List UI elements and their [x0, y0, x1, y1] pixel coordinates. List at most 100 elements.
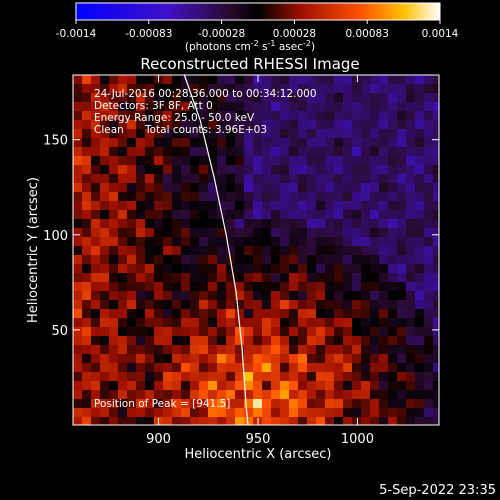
heatmap-cell	[208, 84, 218, 94]
heatmap-cell	[370, 156, 380, 166]
heatmap-cell	[109, 156, 119, 166]
heatmap-cell	[244, 264, 254, 274]
heatmap-cell	[325, 102, 335, 112]
heatmap-cell	[397, 93, 407, 103]
heatmap-cell	[289, 327, 299, 337]
heatmap-cell	[100, 192, 110, 202]
heatmap-cell	[118, 408, 128, 418]
heatmap-cell	[172, 165, 182, 175]
heatmap-cell	[271, 309, 281, 319]
heatmap-cell	[406, 399, 416, 409]
heatmap-cell	[352, 408, 362, 418]
heatmap-cell	[244, 300, 254, 310]
y-tick-label: 150	[43, 134, 68, 149]
heatmap-cell	[127, 201, 137, 211]
heatmap-cell	[154, 255, 164, 265]
heatmap-cell	[271, 255, 281, 265]
heatmap-cell	[181, 156, 191, 166]
heatmap-cell	[325, 219, 335, 229]
heatmap-cell	[235, 174, 245, 184]
heatmap-cell	[271, 183, 281, 193]
heatmap-cell	[100, 93, 110, 103]
heatmap-cell	[406, 156, 416, 166]
heatmap-cell	[262, 165, 272, 175]
heatmap-cell	[379, 354, 389, 364]
heatmap-cell	[82, 408, 92, 418]
heatmap-cell	[253, 183, 263, 193]
heatmap-cell	[433, 300, 439, 310]
heatmap-cell	[352, 246, 362, 256]
heatmap-cell	[235, 390, 245, 400]
heatmap-cell	[136, 372, 146, 382]
heatmap-cell	[100, 318, 110, 328]
heatmap-cell	[388, 174, 398, 184]
heatmap-cell	[388, 372, 398, 382]
heatmap-cell	[154, 138, 164, 148]
heatmap-cell	[208, 183, 218, 193]
heatmap-cell	[370, 201, 380, 211]
heatmap-cell	[235, 399, 245, 409]
heatmap-cell	[208, 219, 218, 229]
heatmap-cell	[289, 363, 299, 373]
heatmap-cell	[136, 102, 146, 112]
heatmap-cell	[208, 273, 218, 283]
heatmap-cell	[289, 165, 299, 175]
heatmap-cell	[181, 192, 191, 202]
heatmap-cell	[388, 192, 398, 202]
heatmap-cell	[136, 354, 146, 364]
heatmap-cell	[91, 183, 101, 193]
heatmap-cell	[325, 156, 335, 166]
heatmap-cell	[100, 183, 110, 193]
heatmap-cell	[424, 192, 434, 202]
heatmap-cell	[109, 264, 119, 274]
heatmap-cell	[154, 84, 164, 94]
heatmap-cell	[271, 291, 281, 301]
heatmap-cell	[361, 282, 371, 292]
heatmap-cell	[307, 201, 317, 211]
heatmap-cell	[154, 363, 164, 373]
heatmap-cell	[226, 102, 236, 112]
heatmap-cell	[163, 417, 173, 425]
plot-frame	[72, 74, 440, 426]
heatmap-cell	[235, 345, 245, 355]
heatmap-cell	[154, 228, 164, 238]
heatmap-cell	[325, 309, 335, 319]
heatmap-cell	[118, 228, 128, 238]
heatmap-cell	[397, 354, 407, 364]
heatmap-cell	[190, 264, 200, 274]
heatmap-cell	[136, 120, 146, 130]
heatmap-cell	[136, 282, 146, 292]
heatmap-cell	[343, 120, 353, 130]
heatmap-cell	[370, 408, 380, 418]
heatmap-cell	[289, 93, 299, 103]
heatmap-cell	[424, 75, 434, 85]
heatmap-cell	[244, 201, 254, 211]
heatmap-cell	[127, 291, 137, 301]
heatmap-cell	[262, 318, 272, 328]
heatmap-cell	[82, 399, 92, 409]
colorbar-tick-label: -0.00028	[198, 28, 245, 40]
heatmap-cell	[100, 219, 110, 229]
heatmap-cell	[154, 390, 164, 400]
heatmap-cell	[217, 372, 227, 382]
heatmap-cell	[181, 300, 191, 310]
heatmap-cell	[145, 372, 155, 382]
heatmap-cell	[190, 201, 200, 211]
heatmap-cell	[343, 399, 353, 409]
heatmap-cell	[334, 156, 344, 166]
heatmap-cell	[136, 219, 146, 229]
heatmap-cell	[352, 111, 362, 121]
heatmap-cell	[352, 300, 362, 310]
heatmap-cell	[307, 183, 317, 193]
heatmap-cell	[325, 174, 335, 184]
heatmap-cell	[388, 156, 398, 166]
heatmap-cell	[307, 192, 317, 202]
heatmap-cell	[316, 372, 326, 382]
heatmap-cell	[136, 183, 146, 193]
heatmap-cell	[91, 192, 101, 202]
heatmap-cell	[433, 129, 439, 139]
heatmap-cell	[208, 345, 218, 355]
heatmap-cell	[406, 264, 416, 274]
heatmap-cell	[334, 183, 344, 193]
heatmap-cell	[271, 174, 281, 184]
